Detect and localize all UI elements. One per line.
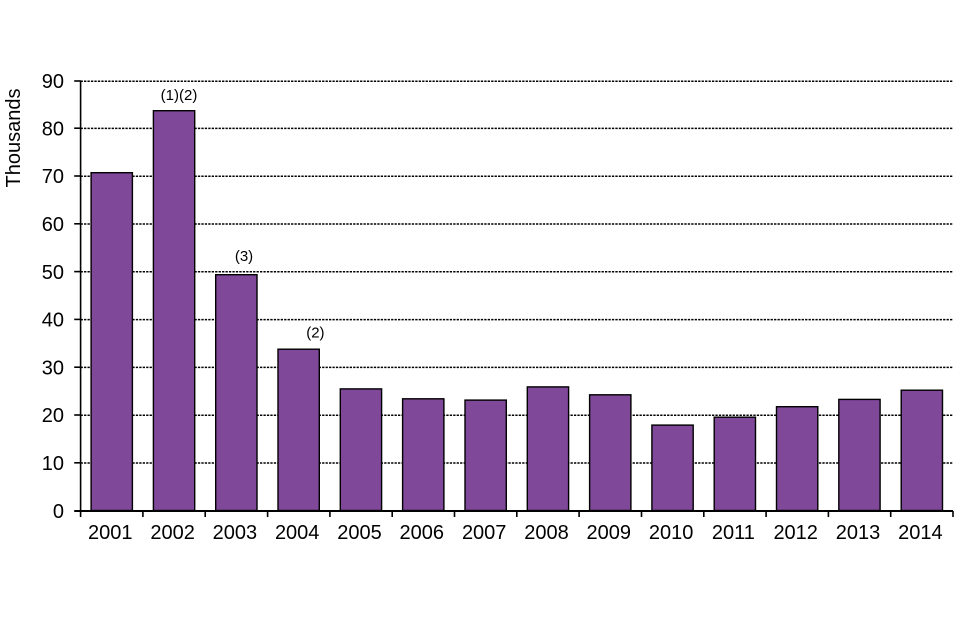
svg-text:50: 50 xyxy=(42,262,64,284)
svg-text:2010: 2010 xyxy=(649,522,694,544)
svg-text:40: 40 xyxy=(42,310,64,332)
svg-text:2005: 2005 xyxy=(337,522,382,544)
svg-text:60: 60 xyxy=(42,214,64,236)
svg-text:Thousands: Thousands xyxy=(3,89,25,188)
svg-text:(3): (3) xyxy=(235,248,253,265)
svg-text:90: 90 xyxy=(42,71,64,93)
svg-text:2001: 2001 xyxy=(88,522,133,544)
svg-text:(1)(2): (1)(2) xyxy=(161,87,198,104)
svg-text:2011: 2011 xyxy=(712,522,755,544)
svg-text:2013: 2013 xyxy=(836,522,881,544)
svg-text:2006: 2006 xyxy=(400,522,445,544)
svg-text:2014: 2014 xyxy=(898,522,943,544)
svg-text:2002: 2002 xyxy=(150,522,195,544)
svg-text:2004: 2004 xyxy=(275,522,320,544)
svg-text:2012: 2012 xyxy=(773,522,818,544)
svg-text:2008: 2008 xyxy=(524,522,569,544)
svg-text:2009: 2009 xyxy=(587,522,632,544)
svg-text:70: 70 xyxy=(42,166,64,188)
svg-text:2007: 2007 xyxy=(462,522,507,544)
svg-text:2003: 2003 xyxy=(213,522,258,544)
svg-text:10: 10 xyxy=(42,453,64,475)
svg-text:30: 30 xyxy=(42,357,64,379)
svg-text:80: 80 xyxy=(42,118,64,140)
svg-text:0: 0 xyxy=(53,501,64,523)
svg-text:(2): (2) xyxy=(306,325,324,342)
svg-text:20: 20 xyxy=(42,405,64,427)
